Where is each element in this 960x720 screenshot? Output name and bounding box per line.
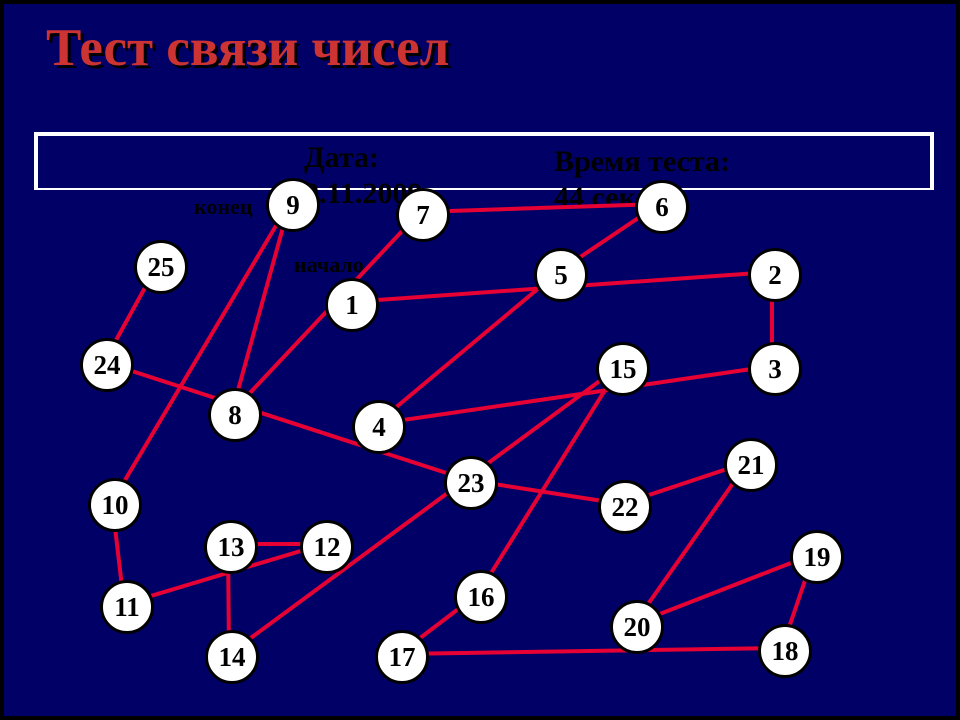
- node-14: 14: [205, 630, 259, 684]
- node-3: 3: [748, 342, 802, 396]
- node-15: 15: [596, 342, 650, 396]
- frame-header-bar: [34, 132, 934, 192]
- node-19: 19: [790, 530, 844, 584]
- node-13: 13: [204, 520, 258, 574]
- end-label: конец: [194, 194, 253, 220]
- node-21: 21: [724, 438, 778, 492]
- slide-title: Тест связи чисел: [46, 18, 449, 78]
- node-23: 23: [444, 456, 498, 510]
- node-5: 5: [534, 248, 588, 302]
- node-24: 24: [80, 338, 134, 392]
- slide: Тест связи чисел Дата: 9.11.2009 Время т…: [0, 0, 960, 720]
- node-8: 8: [208, 388, 262, 442]
- node-22: 22: [598, 480, 652, 534]
- node-11: 11: [100, 580, 154, 634]
- node-9: 9: [266, 178, 320, 232]
- start-label: начало: [294, 252, 364, 278]
- node-4: 4: [352, 400, 406, 454]
- node-20: 20: [610, 600, 664, 654]
- node-18: 18: [758, 624, 812, 678]
- node-7: 7: [396, 188, 450, 242]
- node-6: 6: [635, 180, 689, 234]
- node-2: 2: [748, 248, 802, 302]
- node-16: 16: [454, 570, 508, 624]
- node-17: 17: [375, 630, 429, 684]
- node-10: 10: [88, 478, 142, 532]
- node-1: 1: [325, 278, 379, 332]
- node-12: 12: [300, 520, 354, 574]
- node-25: 25: [134, 240, 188, 294]
